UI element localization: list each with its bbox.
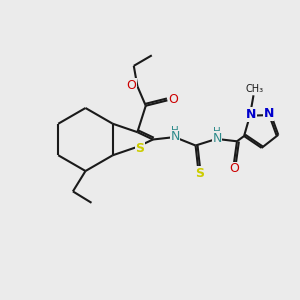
Text: N: N xyxy=(263,107,274,120)
Text: S: S xyxy=(195,167,204,180)
Text: O: O xyxy=(127,79,136,92)
Text: N: N xyxy=(170,130,180,143)
Text: S: S xyxy=(136,142,145,154)
Text: O: O xyxy=(229,162,239,176)
Text: N: N xyxy=(246,108,256,121)
Text: H: H xyxy=(213,127,221,137)
Text: CH₃: CH₃ xyxy=(245,84,263,94)
Text: N: N xyxy=(212,132,222,145)
Text: O: O xyxy=(168,93,178,106)
Text: H: H xyxy=(171,125,179,136)
